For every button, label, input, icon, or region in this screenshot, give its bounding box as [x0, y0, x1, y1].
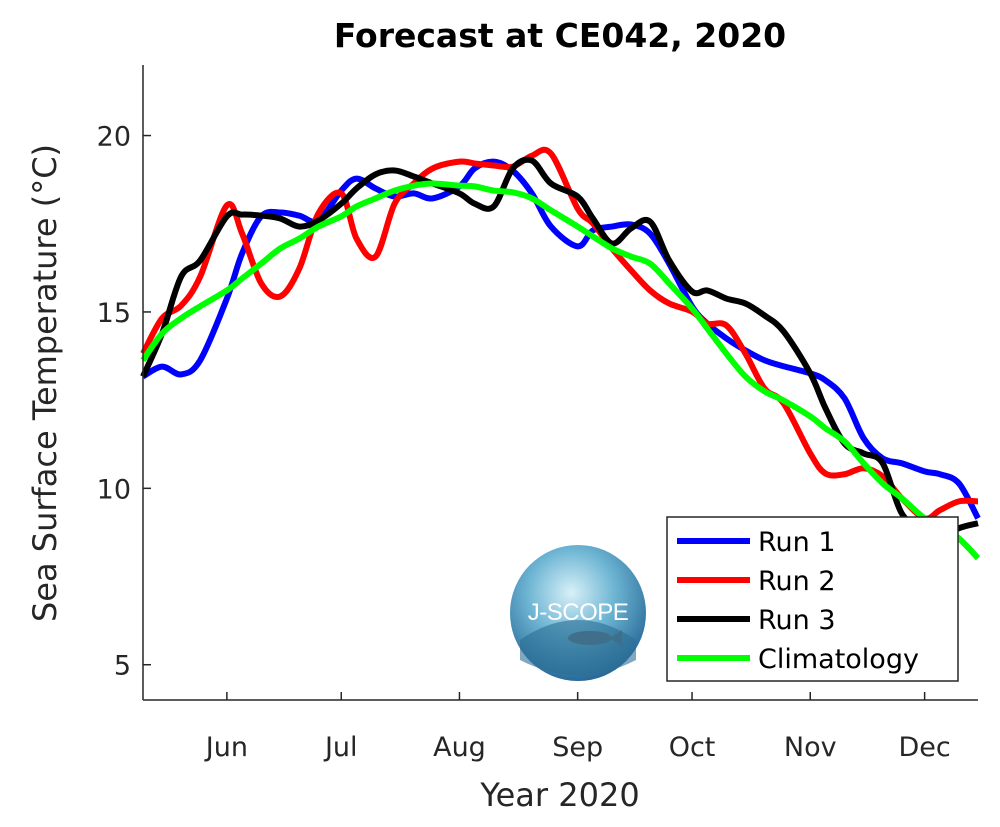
x-tick-label: Aug: [433, 732, 486, 763]
x-tick-label: Dec: [898, 732, 950, 763]
plot-area: [140, 146, 981, 561]
series-line-climatology: [140, 180, 981, 561]
axis-ticks: 5 10 15 20 Jun Jul Aug Sep Oct Nov Dec: [97, 65, 978, 763]
x-tick-label: Nov: [784, 732, 837, 763]
y-tick-label: 20: [97, 122, 131, 153]
y-tick-label: 10: [97, 474, 131, 505]
legend-entry: Run 1: [758, 527, 836, 558]
legend: Run 1 Run 2 Run 3 Climatology: [666, 516, 959, 682]
x-tick-label: Sep: [552, 732, 603, 763]
series-line-run-2: [140, 146, 979, 522]
x-axis-label: Year 2020: [479, 776, 639, 814]
svg-text:J-SCOPE: J-SCOPE: [528, 599, 629, 626]
y-axis-label: Sea Surface Temperature (°C): [26, 144, 64, 622]
legend-entry: Run 3: [758, 605, 836, 636]
x-tick-label: Oct: [669, 732, 716, 763]
legend-entry: Climatology: [758, 644, 919, 675]
x-tick-label: Jul: [323, 732, 358, 763]
y-tick-label: 5: [114, 651, 131, 682]
x-tick-label: Jun: [204, 732, 248, 763]
y-tick-label: 15: [97, 298, 131, 329]
legend-entry: Run 2: [758, 566, 836, 597]
chart-title: Forecast at CE042, 2020: [334, 16, 786, 55]
series-line-run-1: [141, 158, 981, 520]
j-scope-logo: J-SCOPE: [510, 545, 646, 681]
